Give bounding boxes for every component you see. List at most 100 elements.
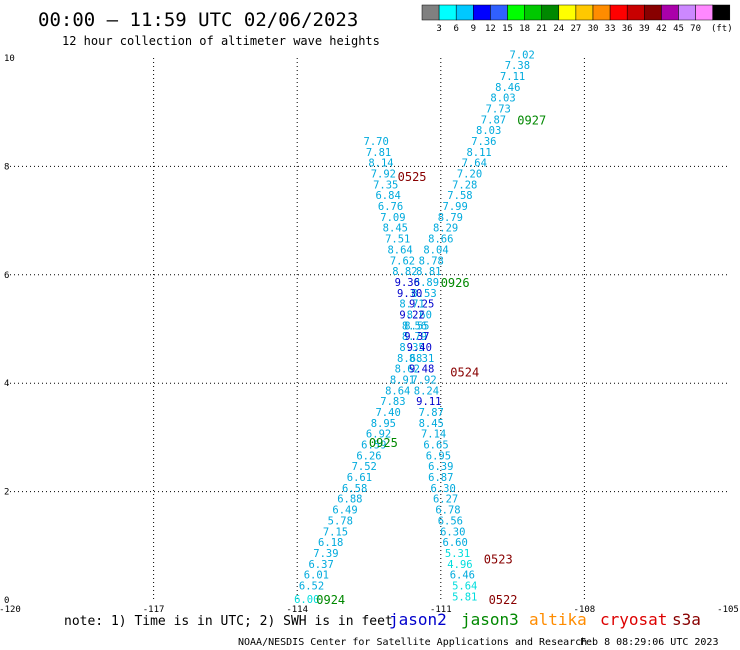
- wave-height-point: 8.56: [402, 320, 427, 332]
- y-tick-label: 6: [4, 271, 9, 281]
- data-points: 6.00 6.526.016.377.396.187.155.786.496.88…: [294, 49, 535, 606]
- wave-height-point: 6.26: [356, 450, 381, 462]
- wave-height-point: 7.99: [443, 201, 468, 213]
- colorbar-label: 39: [639, 24, 650, 34]
- wave-height-point: 6.30: [440, 526, 465, 538]
- wave-height-point: 7.58: [447, 190, 472, 202]
- colorbar-label: 33: [605, 24, 616, 34]
- colorbar-swatch: [490, 4, 508, 21]
- colorbar-swatch: [644, 4, 662, 21]
- y-tick-label: 4: [4, 379, 9, 389]
- colorbar-swatch: [507, 4, 525, 21]
- colorbar-label: 6: [453, 24, 458, 34]
- x-tick-label: -108: [574, 605, 596, 615]
- colorbar-label: 36: [622, 24, 633, 34]
- wave-height-point: 8.60: [407, 309, 432, 321]
- wave-height-point: 8.45: [383, 223, 408, 235]
- wave-height-point: 8.11: [466, 147, 491, 159]
- wave-height-point: 7.62: [390, 255, 415, 267]
- wave-height-point: 7.35: [373, 179, 398, 191]
- wave-height-point: 8.81: [416, 266, 441, 278]
- colorbar-label: 15: [502, 24, 513, 34]
- wave-height-point: 7.87: [419, 407, 444, 419]
- wave-height-point: 6.37: [308, 559, 333, 571]
- y-tick-label: 10: [4, 54, 15, 64]
- wave-height-point: 8.31: [409, 353, 434, 365]
- wave-height-point: 8.62: [395, 364, 420, 376]
- wave-height-point: 6.65: [423, 440, 448, 452]
- colorbar-swatch: [421, 4, 440, 21]
- wave-height-point: 7.38: [505, 60, 530, 72]
- colorbar-swatch: [626, 4, 645, 21]
- wave-height-point: 6.30: [431, 483, 456, 495]
- x-tick-label: -114: [286, 605, 308, 615]
- colorbar-label: 30: [588, 24, 599, 34]
- chart-title: 00:00 – 11:59 UTC 02/06/2023: [38, 9, 358, 31]
- wave-height-point: 5.78: [328, 515, 353, 527]
- wave-height-point: 6.59: [361, 440, 386, 452]
- colorbar-label: 27: [570, 24, 581, 34]
- wave-height-point: 6.46: [450, 570, 475, 582]
- wave-height-point: 9.25: [409, 299, 434, 311]
- wave-height-point: 6.60: [443, 537, 468, 549]
- wave-height-point: 5.81: [452, 591, 477, 603]
- wave-height-point: 6.58: [342, 483, 367, 495]
- wave-height-point: 7.64: [462, 158, 487, 170]
- pass-time-label: 0524: [450, 365, 479, 379]
- wave-height-point: 8.66: [428, 234, 453, 246]
- wave-height-point: 8.64: [385, 385, 410, 397]
- wave-height-point: 6.78: [435, 505, 460, 517]
- wave-height-point: 6.84: [375, 190, 400, 202]
- wave-height-point: 7.51: [385, 234, 410, 246]
- wave-height-point: 8.03: [476, 125, 501, 137]
- colorbar-swatch: [558, 4, 577, 21]
- wave-height-point: 7.28: [452, 179, 477, 191]
- satellite-legend: jason2 jason3 altika cryosat s3a: [389, 610, 701, 629]
- y-tick-label: 0: [4, 596, 9, 606]
- wave-height-point: 6.52: [299, 580, 324, 592]
- wave-height-point: 6.18: [318, 537, 343, 549]
- wave-height-point: 7.39: [313, 548, 338, 560]
- wave-height-point: 7.14: [421, 429, 446, 441]
- footer-timestamp: Feb 8 08:29:06 UTC 2023: [580, 637, 718, 648]
- wave-height-point: 7.52: [352, 461, 377, 473]
- wave-height-point: 7.81: [366, 147, 391, 159]
- plot-axes: -120 -117 -114 -111 -108 -105 0 2 4 6 8 10: [0, 54, 739, 615]
- colorbar-swatch: [609, 4, 628, 21]
- wave-height-point: 7.09: [380, 212, 405, 224]
- wave-height-point: 7.92: [371, 169, 396, 181]
- wave-height-point: 7.70: [364, 136, 389, 148]
- wave-height-point: 8.91: [390, 374, 415, 386]
- wave-height-point: 8.79: [402, 331, 427, 343]
- colorbar-label: 12: [485, 24, 496, 34]
- legend-item-jason3: jason3: [461, 610, 519, 629]
- pass-time-label: 0924: [316, 593, 345, 607]
- colorbar-legend: 3 6 9 12 15 18 21 24 27 30 33 36 39 42 45 70 (ft): [421, 4, 733, 34]
- pass-time-label: 0523: [484, 552, 513, 566]
- colorbar-label: 24: [553, 24, 564, 34]
- wave-height-point: 7.83: [380, 396, 405, 408]
- y-tick-label: 2: [4, 488, 9, 498]
- wave-height-point: 8.55: [404, 320, 429, 332]
- wave-height-point: 6.88: [337, 494, 362, 506]
- legend-item-cryosat: cryosat: [600, 610, 667, 629]
- wave-height-point: 8.29: [433, 223, 458, 235]
- time-labels: 0924 0925 0926 0927 0522 0523 0524 0525: [316, 113, 546, 607]
- x-tick-label: -117: [143, 605, 165, 615]
- wave-height-point: 8.79: [438, 212, 463, 224]
- colorbar-label: 21: [536, 24, 547, 34]
- wave-height-point: 9.36: [395, 277, 420, 289]
- colorbar-unit: (ft): [711, 24, 733, 34]
- wave-height-point: 9.40: [407, 342, 432, 354]
- colorbar-swatch: [712, 4, 731, 21]
- colorbar-swatch: [678, 4, 696, 21]
- wave-height-point: 6.61: [347, 472, 372, 484]
- wave-height-point: 9.30: [397, 288, 422, 300]
- wave-height-point: 7.40: [375, 407, 400, 419]
- pass-time-label: 0927: [517, 113, 546, 127]
- colorbar-swatch: [438, 4, 457, 21]
- wave-height-point: 9.37: [404, 331, 429, 343]
- colorbar-label: 70: [690, 24, 701, 34]
- wave-height-point: 8.24: [414, 385, 439, 397]
- pass-time-label: 0925: [369, 436, 398, 450]
